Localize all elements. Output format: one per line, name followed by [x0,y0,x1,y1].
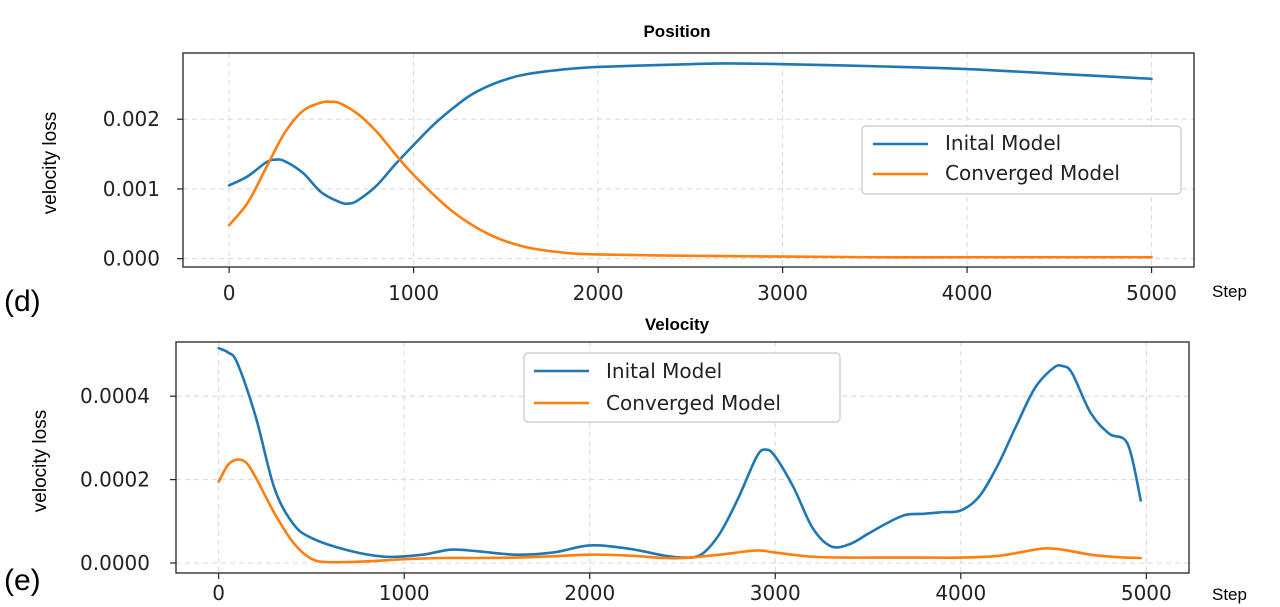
x-tick-label: 4000 [942,281,993,305]
series-line-converged [227,100,1153,259]
legend-label-initial: Inital Model [945,131,1061,155]
x-axis: 0 1000 2000 3000 4000 5000 [223,267,1177,305]
legend-label-converged: Converged Model [606,391,781,415]
series-line-initial [217,346,1143,559]
series-lines [217,346,1143,564]
legend-box [523,352,841,423]
y-tick-label: 0.000 [103,247,160,271]
x-axis-label: Step [1212,282,1247,301]
series-line-initial [227,62,1153,206]
y-tick-label: 0.0002 [80,468,150,492]
legend: Inital Model Converged Model [861,125,1182,195]
legend-box [861,125,1182,195]
x-tick-label: 3000 [757,281,808,305]
y-axis: 0.0000 0.0002 0.0004 [80,384,176,575]
y-axis-label: velocity loss [30,410,51,512]
position-chart: Position 0 1000 2000 3000 4000 5000 0.0000.00… [4,22,1247,318]
x-tick-label: 0 [212,581,225,605]
plot-frame [175,341,1190,574]
y-tick-label: 0.002 [103,107,160,131]
x-tick-label: 5000 [1126,281,1177,305]
chart-title: Velocity [645,315,710,334]
panel-label: (e) [4,564,41,597]
y-tick-label: 0.0004 [80,384,150,408]
chart-title: Position [643,22,710,41]
plot-frame [182,52,1195,268]
grid [183,53,1194,267]
series-line-converged [217,458,1143,564]
y-axis-label: velocity loss [40,112,61,214]
x-axis: 0 1000 2000 3000 4000 5000 [212,573,1172,605]
x-axis-label: Step [1212,585,1247,604]
panel-label: (d) [4,285,41,318]
legend-label-initial: Inital Model [606,359,722,383]
x-tick-label: 5000 [1121,581,1172,605]
series-lines [227,62,1153,259]
x-tick-label: 2000 [564,581,615,605]
y-tick-label: 0.0000 [80,551,150,575]
y-axis: 0.000 0.001 0.002 [103,107,183,271]
legend: Inital Model Converged Model [523,352,841,423]
x-tick-label: 3000 [750,581,801,605]
x-tick-label: 4000 [935,581,986,605]
x-tick-label: 0 [223,281,236,305]
velocity-chart: Velocity 0 1000 2000 3000 4000 5000 0.00000.0… [4,315,1247,605]
y-tick-label: 0.001 [103,177,160,201]
legend-label-converged: Converged Model [945,161,1120,185]
x-tick-label: 1000 [388,281,439,305]
x-tick-label: 2000 [573,281,624,305]
x-tick-label: 1000 [379,581,430,605]
